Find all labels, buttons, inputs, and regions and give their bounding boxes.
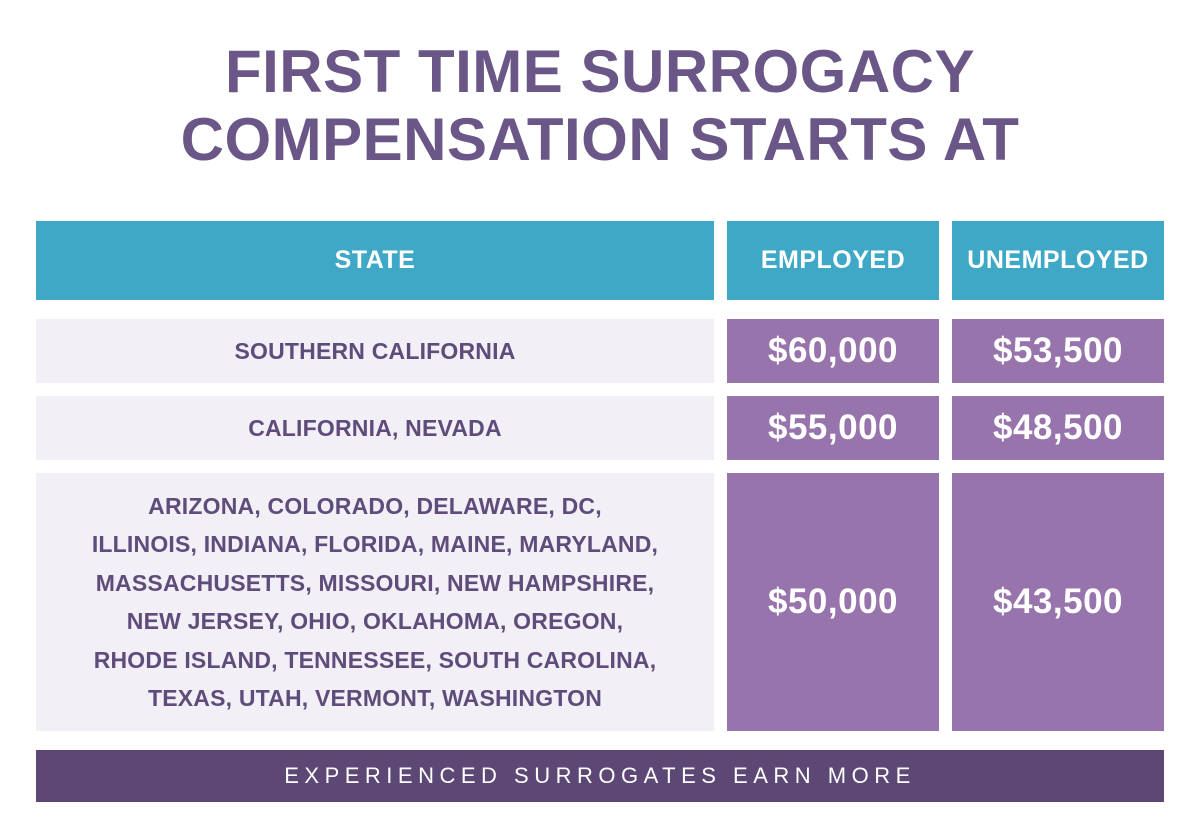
state-line: RHODE ISLAND, TENNESSEE, SOUTH CAROLINA, [93,646,657,673]
table-row-2-state: CALIFORNIA, NEVADA [36,396,714,460]
header-unemployed: UNEMPLOYED [952,221,1164,300]
state-line: CALIFORNIA, NEVADA [248,414,502,441]
state-line: MASSACHUSETTS, MISSOURI, NEW HAMPSHIRE, [95,569,655,596]
state-line: ARIZONA, COLORADO, DELAWARE, DC, [148,492,602,519]
footer-banner: EXPERIENCED SURROGATES EARN MORE [36,750,1164,802]
table-row-1-state: SOUTHERN CALIFORNIA [36,319,714,383]
table-row-1-unemployed: $53,500 [952,319,1164,383]
table-row-2-employed: $55,000 [727,396,939,460]
title-line-1: FIRST TIME SURROGACY [224,38,975,105]
table-row-3-employed: $50,000 [727,473,939,731]
table-row-1-employed: $60,000 [727,319,939,383]
page-title: FIRST TIME SURROGACY COMPENSATION STARTS… [0,38,1200,174]
table-row-3-unemployed: $43,500 [952,473,1164,731]
state-line: NEW JERSEY, OHIO, OKLAHOMA, OREGON, [126,608,624,634]
title-line-2: COMPENSATION STARTS AT [180,106,1020,173]
table-row-3-state: ARIZONA, COLORADO, DELAWARE, DC, ILLINOI… [36,473,714,731]
header-state: STATE [36,221,714,300]
header-employed: EMPLOYED [727,221,939,300]
state-line: SOUTHERN CALIFORNIA [234,337,516,364]
state-line: TEXAS, UTAH, VERMONT, WASHINGTON [147,685,603,711]
state-line: ILLINOIS, INDIANA, FLORIDA, MAINE, MARYL… [91,531,659,557]
table-row-2-unemployed: $48,500 [952,396,1164,460]
